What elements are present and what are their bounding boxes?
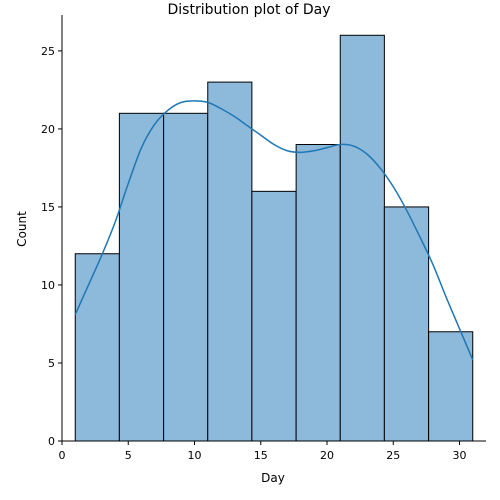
bars-group <box>74 34 474 442</box>
axes-group <box>61 15 486 442</box>
x-tick-label: 15 <box>254 449 268 462</box>
x-tick-label: 25 <box>386 449 400 462</box>
x-tick-label: 10 <box>188 449 202 462</box>
y-tick-label: 15 <box>41 201 55 214</box>
histogram-bar <box>251 190 297 442</box>
y-tick-label: 25 <box>41 45 55 58</box>
x-tick-label: 30 <box>453 449 467 462</box>
histogram-bar <box>74 253 120 442</box>
y-ticks-group: 0 5 10 15 20 25 <box>41 45 62 448</box>
x-axis-label: Day <box>261 471 285 485</box>
chart-title: Distribution plot of Day <box>168 2 331 18</box>
histogram-bar <box>207 81 253 442</box>
y-axis-label: Count <box>15 211 29 247</box>
x-tick-label: 0 <box>59 449 66 462</box>
x-tick-label: 5 <box>125 449 132 462</box>
y-tick-label: 0 <box>48 435 55 448</box>
kde-curve <box>74 100 474 361</box>
x-tick-label: 20 <box>320 449 334 462</box>
histogram-bar <box>339 34 385 442</box>
histogram-bar <box>428 331 474 442</box>
y-tick-label: 20 <box>41 123 55 136</box>
y-tick-label: 10 <box>41 279 55 292</box>
histogram-bar <box>295 144 341 442</box>
y-tick-label: 5 <box>48 357 55 370</box>
histogram-bar <box>163 112 209 442</box>
histogram-bar <box>383 206 430 442</box>
histogram-bar <box>118 112 165 442</box>
x-ticks-group: 0 5 10 15 20 25 30 <box>59 441 467 462</box>
